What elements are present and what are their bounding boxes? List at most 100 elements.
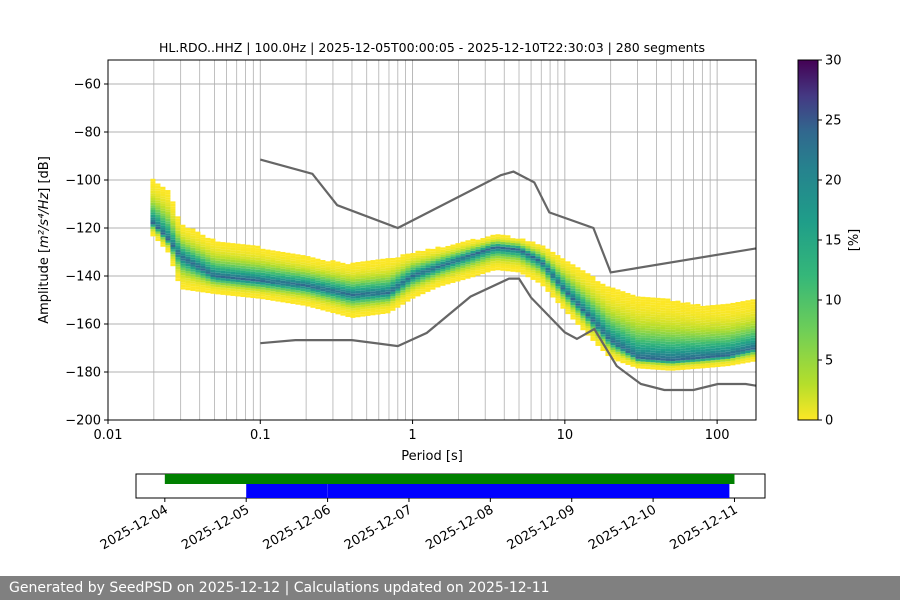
- heatmap-cell: [165, 218, 171, 222]
- heatmap-cell: [350, 291, 356, 294]
- heatmap-cell: [570, 266, 576, 270]
- heatmap-cell: [505, 242, 511, 245]
- heatmap-cell: [195, 286, 201, 290]
- heatmap-cell: [390, 289, 396, 292]
- heatmap-cell: [295, 273, 301, 276]
- heatmap-cell: [220, 254, 226, 257]
- heatmap-cell: [620, 298, 626, 301]
- heatmap-cell: [675, 300, 681, 304]
- heatmap-cell: [390, 301, 396, 304]
- heatmap-cell: [255, 250, 261, 253]
- heatmap-cell: [520, 250, 526, 253]
- heatmap-cell: [420, 291, 426, 295]
- heatmap-cell: [575, 286, 581, 289]
- heatmap-cell: [685, 311, 691, 315]
- heatmap-cell: [740, 344, 746, 347]
- heatmap-cell: [300, 303, 306, 306]
- heatmap-cell: [180, 246, 186, 249]
- heatmap-cell: [260, 280, 266, 283]
- heatmap-cell: [605, 324, 611, 328]
- heatmap-cell: [670, 301, 676, 304]
- heatmap-cell: [675, 307, 681, 311]
- heatmap-cell: [625, 326, 631, 329]
- heatmap-cell: [510, 250, 516, 253]
- heatmap-cell: [640, 344, 646, 348]
- heatmap-cell: [315, 299, 321, 302]
- heatmap-cell: [390, 272, 396, 275]
- heatmap-cell: [525, 267, 531, 271]
- heatmap-cell: [375, 276, 381, 279]
- heatmap-cell: [505, 261, 511, 265]
- heatmap-cell: [575, 281, 581, 285]
- heatmap-cell: [645, 357, 651, 360]
- heatmap-cell: [160, 225, 166, 228]
- heatmap-cell: [700, 337, 706, 340]
- heatmap-cell: [245, 275, 251, 279]
- heatmap-cell: [275, 265, 281, 268]
- heatmap-cell: [595, 295, 601, 298]
- heatmap-cell: [660, 339, 666, 342]
- heatmap-cell: [345, 290, 351, 293]
- heatmap-cell: [610, 314, 616, 317]
- heatmap-cell: [190, 274, 196, 277]
- heatmap-cell: [665, 348, 671, 352]
- heatmap-cell: [715, 335, 721, 339]
- heatmap-cell: [665, 363, 671, 366]
- heatmap-cell: [650, 343, 656, 346]
- heatmap-cell: [705, 319, 711, 323]
- heatmap-cell: [685, 345, 691, 348]
- heatmap-cell: [300, 255, 306, 258]
- heatmap-cell: [735, 354, 741, 358]
- heatmap-cell: [650, 326, 656, 329]
- heatmap-cell: [725, 358, 731, 362]
- heatmap-cell: [685, 338, 691, 341]
- heatmap-cell: [650, 340, 656, 344]
- heatmap-cell: [730, 312, 736, 315]
- heatmap-cell: [170, 213, 176, 216]
- heatmap-cell: [500, 261, 506, 264]
- heatmap-cell: [675, 358, 681, 361]
- heatmap-cell: [250, 264, 256, 267]
- heatmap-cell: [290, 289, 296, 292]
- heatmap-cell: [455, 264, 461, 268]
- heatmap-cell: [395, 305, 401, 308]
- heatmap-cell: [665, 327, 671, 330]
- heatmap-cell: [630, 337, 636, 341]
- heatmap-cell: [175, 245, 181, 248]
- heatmap-cell: [515, 248, 521, 251]
- heatmap-cell: [235, 291, 241, 295]
- heatmap-cell: [255, 284, 261, 287]
- heatmap-cell: [590, 300, 596, 303]
- heatmap-cell: [625, 343, 631, 346]
- heatmap-cell: [320, 276, 326, 280]
- heatmap-cell: [405, 299, 411, 302]
- heatmap-cell: [350, 313, 356, 316]
- heatmap-cell: [350, 286, 356, 290]
- heatmap-cell: [525, 270, 531, 273]
- heatmap-cell: [685, 367, 691, 370]
- heatmap-cell: [265, 268, 271, 272]
- heatmap-cell: [600, 288, 606, 291]
- heatmap-cell: [520, 264, 526, 268]
- heatmap-cell: [190, 288, 196, 291]
- heatmap-cell: [685, 302, 691, 305]
- heatmap-cell: [205, 271, 211, 274]
- heatmap-cell: [180, 239, 186, 242]
- heatmap-cell: [350, 267, 356, 270]
- heatmap-cell: [670, 313, 676, 316]
- heatmap-cell: [645, 313, 651, 317]
- heatmap-cell: [585, 302, 591, 305]
- heatmap-cell: [245, 280, 251, 284]
- heatmap-cell: [620, 346, 626, 349]
- heatmap-cell: [690, 354, 696, 358]
- heatmap-cell: [425, 275, 431, 278]
- heatmap-cell: [605, 353, 611, 357]
- heatmap-cell: [240, 244, 246, 247]
- heatmap-cell: [480, 250, 486, 253]
- heatmap-cell: [400, 268, 406, 272]
- heatmap-cell: [750, 354, 756, 357]
- heatmap-cell: [365, 265, 371, 268]
- heatmap-cell: [285, 283, 291, 287]
- heatmap-cell: [210, 248, 216, 251]
